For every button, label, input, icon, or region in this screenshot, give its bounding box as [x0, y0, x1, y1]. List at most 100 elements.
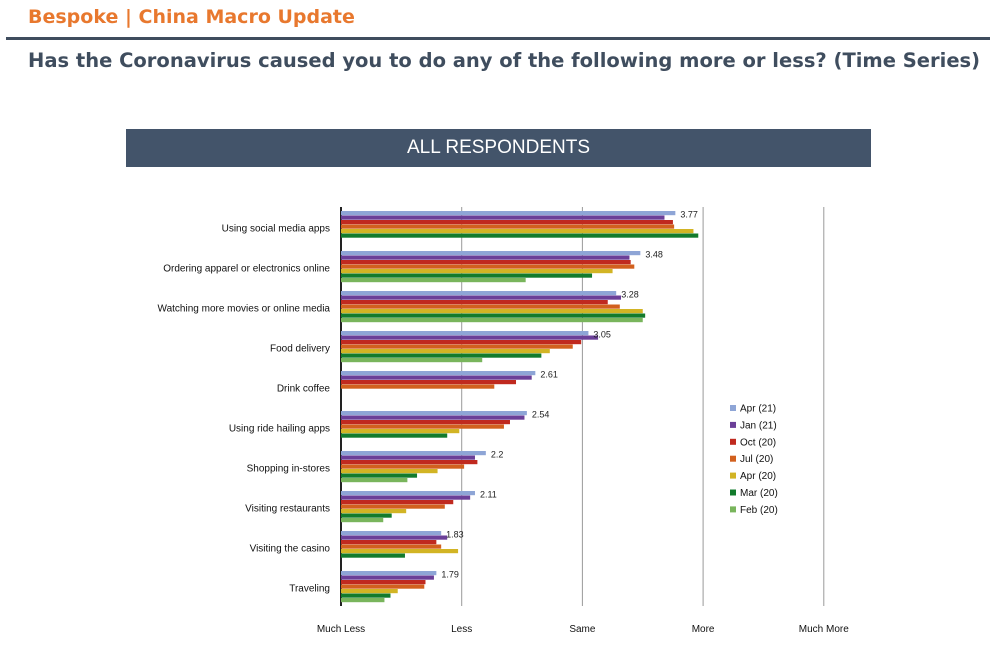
bar	[341, 384, 495, 389]
bar	[341, 340, 582, 345]
bar	[341, 295, 622, 300]
bar	[341, 304, 620, 309]
data-label: 1.79	[441, 570, 459, 580]
bar	[341, 553, 405, 558]
bar	[341, 473, 418, 478]
legend-label: Apr (21)	[740, 404, 776, 415]
legend-swatch	[730, 405, 736, 411]
bar	[341, 589, 398, 594]
bar	[341, 540, 437, 545]
bar	[341, 575, 434, 580]
bar	[341, 580, 426, 585]
bar	[341, 331, 589, 336]
category-label: Visiting the casino	[250, 544, 331, 555]
legend-swatch	[730, 506, 736, 513]
bar	[341, 220, 673, 225]
bar	[341, 584, 425, 589]
x-tick-label: More	[692, 624, 715, 635]
bar	[341, 415, 525, 420]
bar	[341, 420, 510, 425]
bar	[341, 313, 646, 318]
bar	[341, 371, 536, 376]
bar	[341, 229, 694, 234]
bar	[341, 478, 408, 483]
bar	[341, 411, 527, 416]
bar	[341, 460, 478, 465]
category-label: Visiting restaurants	[245, 504, 330, 515]
bar	[341, 300, 608, 305]
category-label: Ordering apparel or electronics online	[163, 264, 330, 275]
bar	[341, 464, 465, 469]
bar	[341, 598, 385, 603]
bar	[341, 260, 631, 265]
data-label: 2.61	[540, 370, 558, 380]
bar	[341, 375, 532, 380]
category-label: Traveling	[289, 584, 330, 595]
bar	[341, 211, 676, 216]
legend-label: Jul (20)	[740, 454, 773, 465]
bar	[341, 518, 384, 523]
bar	[341, 509, 407, 514]
bar	[341, 495, 471, 500]
x-tick-label: Same	[569, 624, 596, 635]
bar	[341, 269, 613, 274]
legend-swatch	[730, 489, 736, 496]
legend-label: Feb (20)	[740, 505, 778, 516]
data-label: 3.77	[680, 210, 698, 220]
bar	[341, 273, 593, 278]
bar	[341, 544, 442, 549]
bar	[341, 513, 392, 518]
legend-label: Oct (20)	[740, 437, 776, 448]
bar	[341, 451, 486, 456]
bar	[341, 469, 438, 474]
x-tick-label: Much Less	[317, 624, 365, 635]
bar	[341, 549, 459, 554]
category-label: Food delivery	[270, 344, 330, 355]
category-label: Drink coffee	[277, 384, 331, 395]
category-label: Watching more movies or online media	[158, 304, 331, 315]
bar	[341, 380, 517, 385]
bar	[341, 455, 475, 460]
bar	[341, 491, 475, 496]
legend-swatch	[730, 438, 736, 445]
bar	[341, 531, 442, 536]
data-label: 3.28	[621, 290, 639, 300]
category-label: Using social media apps	[222, 224, 330, 235]
legend-swatch	[730, 472, 736, 479]
bar	[341, 233, 699, 238]
bar	[341, 433, 448, 438]
bar	[341, 255, 630, 260]
data-label: 1.83	[446, 530, 464, 540]
bar	[341, 278, 526, 283]
respondents-banner: ALL RESPONDENTS	[126, 129, 871, 167]
category-label: Using ride hailing apps	[229, 424, 330, 435]
bar	[341, 309, 643, 314]
bar	[341, 593, 391, 598]
bar	[341, 571, 437, 576]
header-divider	[6, 37, 990, 40]
legend-label: Jan (21)	[740, 420, 777, 431]
legend-label: Mar (20)	[740, 488, 778, 499]
bar	[341, 251, 641, 256]
bar	[341, 535, 448, 540]
brand-title: Bespoke | China Macro Update	[28, 6, 355, 28]
category-label: Shopping in-stores	[247, 464, 330, 475]
legend-swatch	[730, 455, 736, 462]
x-tick-label: Much More	[799, 624, 849, 635]
bar	[341, 353, 542, 358]
bar	[341, 429, 460, 434]
bar	[341, 344, 573, 349]
bar	[341, 291, 617, 296]
x-tick-label: Less	[451, 624, 472, 635]
data-label: 2.54	[532, 410, 550, 420]
data-label: 2.11	[480, 490, 497, 500]
bar	[341, 504, 445, 509]
bar	[341, 358, 483, 363]
bar	[341, 349, 550, 354]
bar	[341, 318, 643, 323]
legend-label: Apr (20)	[740, 471, 776, 482]
page-question: Has the Coronavirus caused you to do any…	[28, 49, 981, 72]
data-label: 3.48	[645, 250, 663, 260]
bar	[341, 500, 454, 505]
